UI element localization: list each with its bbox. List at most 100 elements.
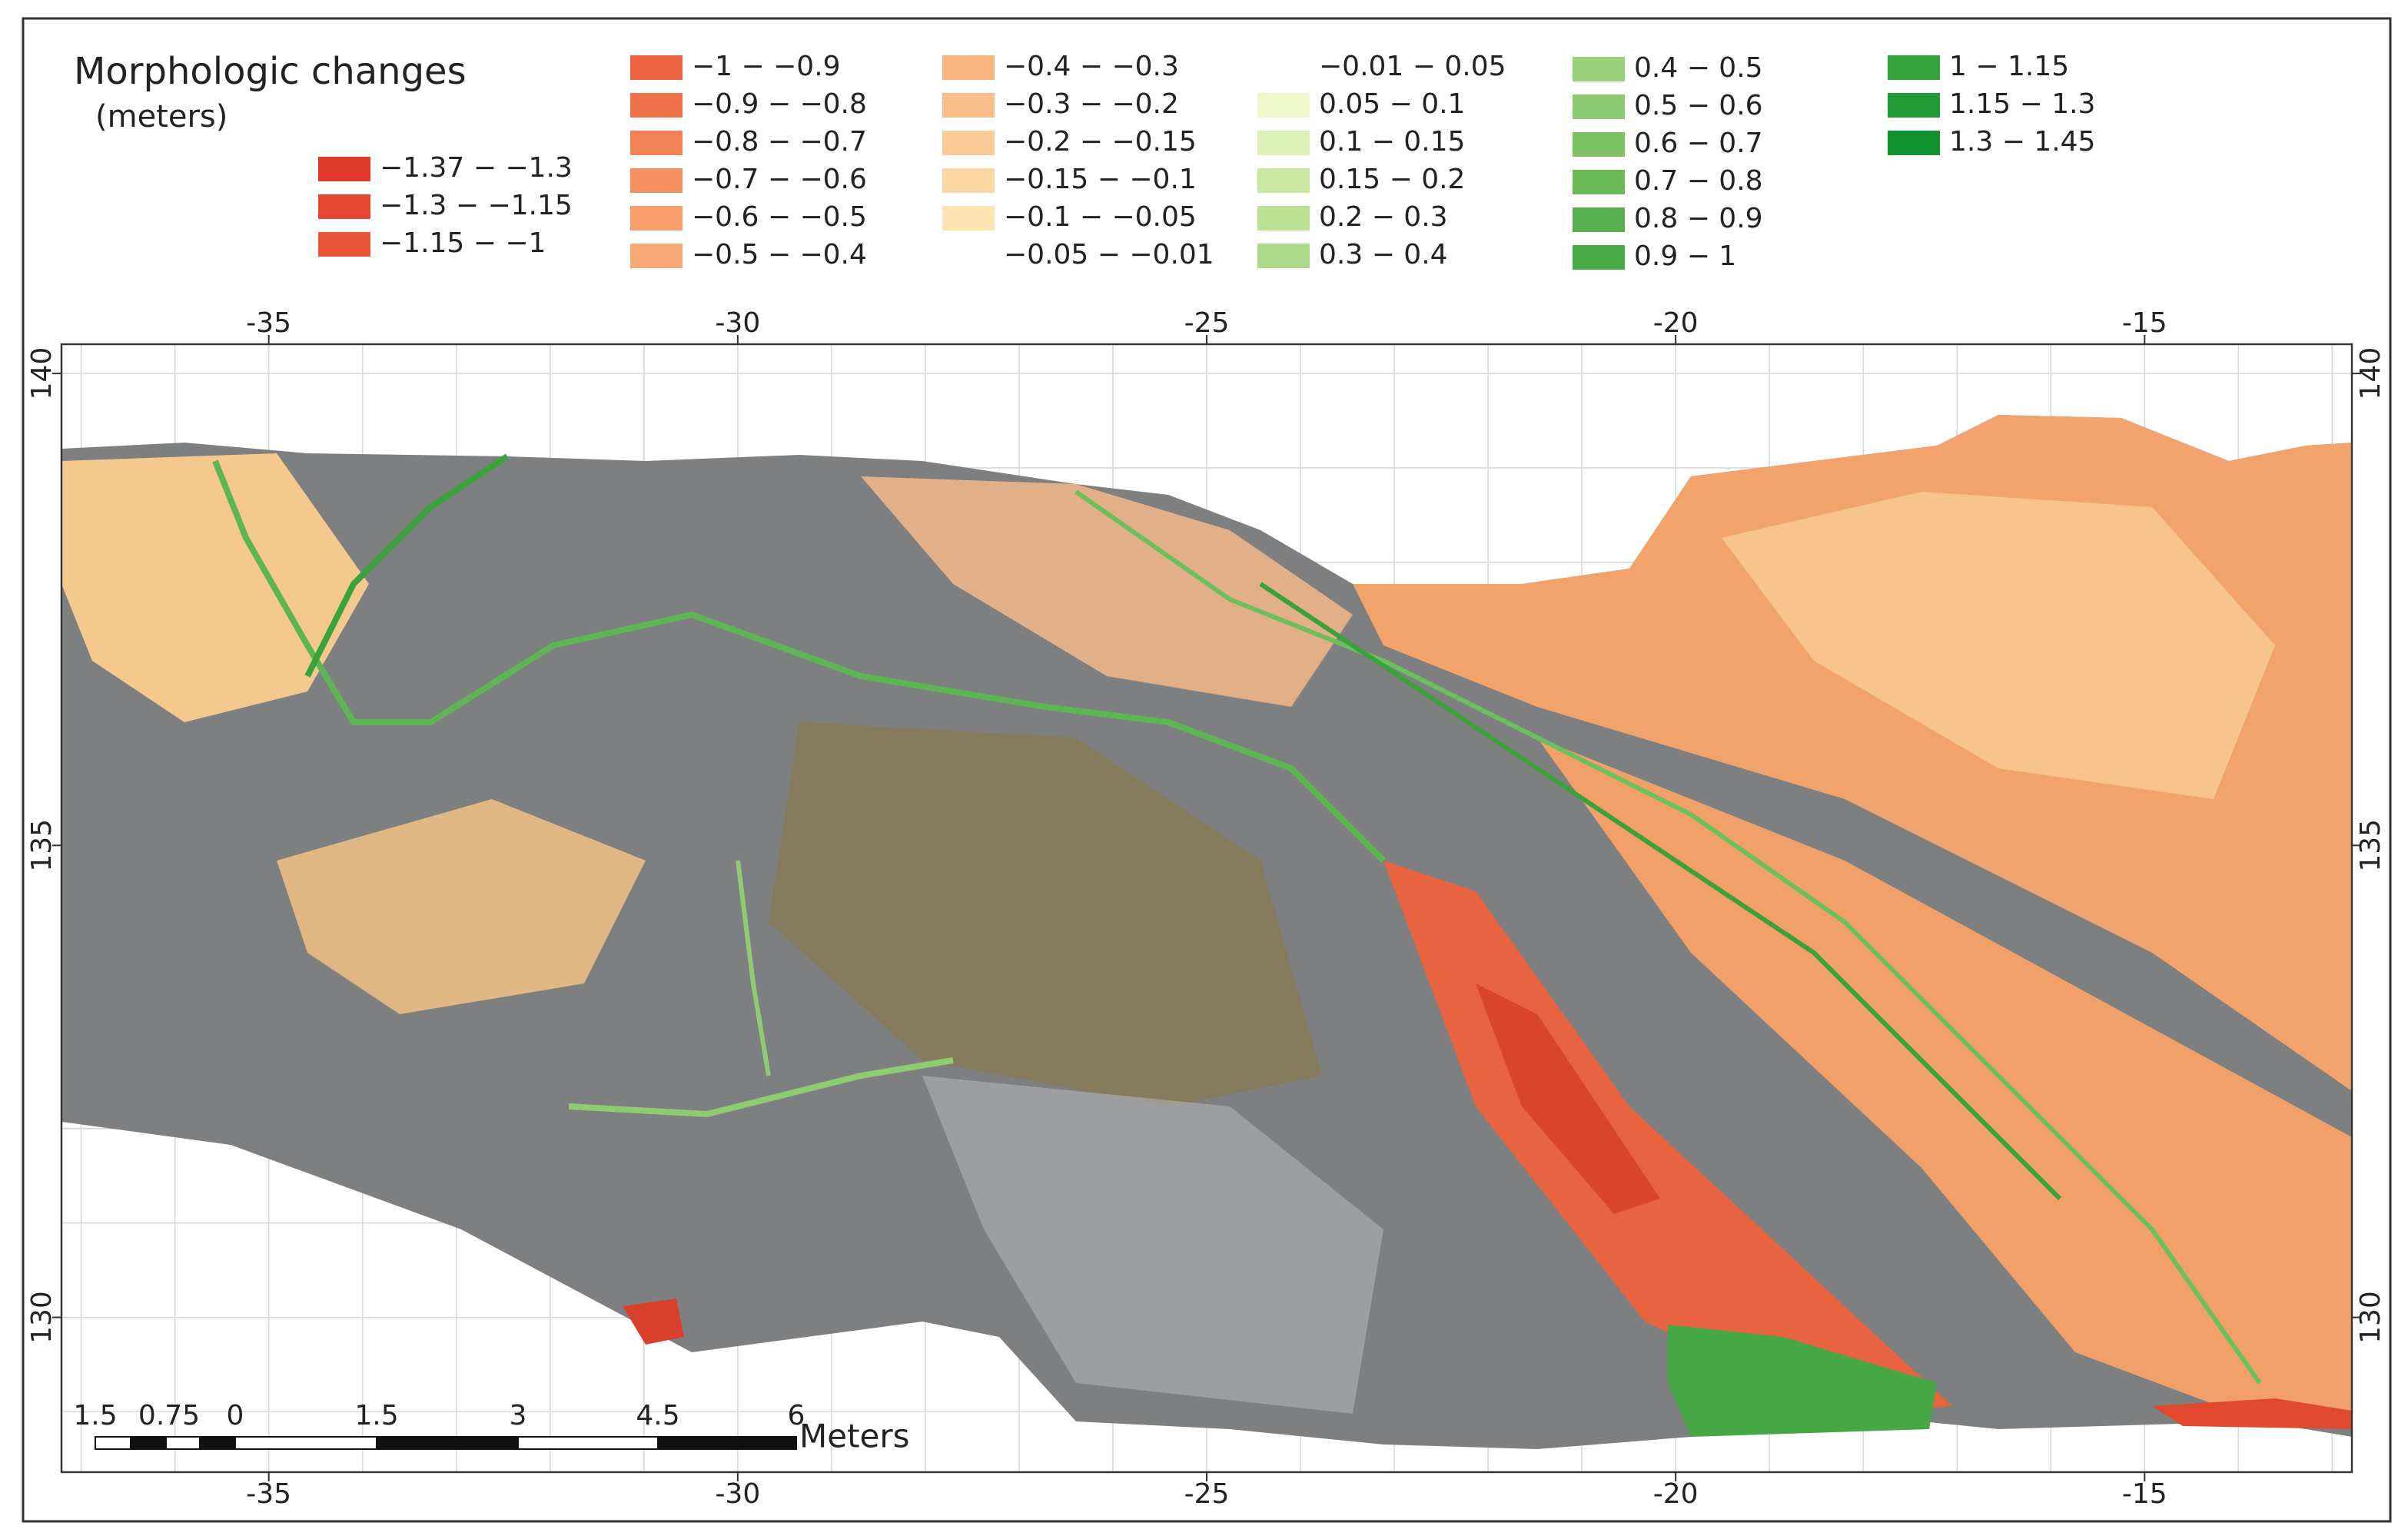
- tan-left2: [277, 799, 646, 1014]
- x-tick-label-top: -25: [1184, 307, 1230, 339]
- legend-label: −0.7 − −0.6: [692, 164, 867, 195]
- legend-label: −1.37 − −1.3: [380, 152, 573, 184]
- x-tick-label-bottom: -25: [1184, 1478, 1230, 1510]
- legend-swatch: [1257, 168, 1310, 193]
- legend-swatch: [1888, 93, 1940, 118]
- red-patch2: [2152, 1398, 2352, 1429]
- legend-swatch: [318, 157, 370, 181]
- tan-right: [1722, 492, 2275, 799]
- legend-label: 1 − 1.15: [1949, 51, 2069, 82]
- legend-swatch: [630, 244, 683, 268]
- legend-swatch: [942, 206, 995, 231]
- legend-label: −0.3 − −0.2: [1004, 88, 1179, 120]
- legend-swatch: [1257, 244, 1310, 268]
- legend-swatch: [630, 55, 683, 80]
- red-core: [1476, 983, 1660, 1214]
- legend-swatch: [1257, 93, 1310, 118]
- legend-label: −1 − −0.9: [692, 51, 841, 82]
- x-tick-label-top: -35: [246, 307, 291, 339]
- green-streak: [568, 1057, 954, 1118]
- y-tick-label-right: 130: [2355, 1291, 2386, 1344]
- rock-brown: [769, 722, 1322, 1106]
- scale-segment: [130, 1436, 167, 1450]
- legend-subtitle: (meters): [95, 99, 228, 134]
- legend-swatch: [630, 206, 683, 231]
- legend-swatch: [1573, 245, 1625, 270]
- rock-light: [922, 1076, 1383, 1414]
- scale-segment: [376, 1436, 519, 1450]
- legend-label: 0.9 − 1: [1634, 240, 1736, 272]
- legend-label: 0.15 − 0.2: [1319, 164, 1465, 195]
- y-tick-label-right: 140: [2355, 347, 2386, 400]
- legend-label: 0.5 − 0.6: [1634, 90, 1763, 121]
- scale-label: 1.5: [73, 1400, 117, 1431]
- legend-swatch: [942, 131, 995, 155]
- scale-segment: [234, 1436, 377, 1450]
- legend-swatch: [1573, 57, 1625, 81]
- scale-segment: [95, 1436, 131, 1450]
- y-tick-label-left: 135: [26, 819, 58, 872]
- legend-label: 0.1 − 0.15: [1319, 126, 1465, 158]
- scale-label: 4.5: [636, 1400, 679, 1431]
- legend-swatch: [1888, 55, 1940, 80]
- legend-label: −0.6 − −0.5: [692, 201, 867, 233]
- green-streak: [1259, 582, 2062, 1201]
- legend-label: −0.4 − −0.3: [1004, 51, 1179, 82]
- legend-swatch: [318, 232, 370, 257]
- terrain: [61, 415, 2352, 1449]
- legend-label: −0.01 − 0.05: [1319, 51, 1506, 82]
- legend-swatch: [942, 168, 995, 193]
- legend-label: −1.15 − −1: [380, 227, 546, 259]
- green-streak: [1074, 489, 2262, 1385]
- scale-segment: [165, 1436, 201, 1450]
- legend-label: 0.3 − 0.4: [1319, 239, 1448, 270]
- legend-title: Morphologic changes: [74, 50, 467, 93]
- legend-label: −0.1 − −0.05: [1004, 201, 1197, 233]
- x-tick-label-bottom: -30: [715, 1478, 760, 1510]
- legend-label: 0.7 − 0.8: [1634, 165, 1763, 197]
- scale-unit: Meters: [799, 1418, 910, 1455]
- legend-label: −0.5 − −0.4: [692, 239, 867, 270]
- scale-segment: [517, 1436, 659, 1450]
- scale-label: 0: [227, 1400, 244, 1431]
- scale-label: 3: [510, 1400, 527, 1431]
- legend-swatch: [1888, 131, 1940, 155]
- scale-label: 6: [788, 1400, 805, 1431]
- legend-swatch: [942, 55, 995, 80]
- y-tick-label-left: 130: [26, 1291, 58, 1344]
- legend-swatch: [318, 194, 370, 219]
- x-tick-label-bottom: -20: [1653, 1478, 1699, 1510]
- legend-label: −0.05 − −0.01: [1004, 239, 1214, 270]
- legend-label: 1.3 − 1.45: [1949, 126, 2095, 158]
- green-block: [1668, 1325, 1937, 1437]
- legend-swatch: [630, 131, 683, 155]
- legend-label: −1.3 − −1.15: [380, 190, 573, 221]
- green-streak: [212, 459, 1386, 863]
- legend-label: 0.4 − 0.5: [1634, 52, 1763, 84]
- legend-label: −0.2 − −0.15: [1004, 126, 1197, 158]
- legend-label: 1.15 − 1.3: [1949, 88, 2095, 120]
- x-tick-label-bottom: -15: [2122, 1478, 2167, 1510]
- scale-label: 0.75: [138, 1400, 200, 1431]
- legend-swatch: [1573, 95, 1625, 119]
- legend-label: 0.2 − 0.3: [1319, 201, 1448, 233]
- tan-left: [61, 453, 369, 722]
- x-tick-label-top: -30: [715, 307, 760, 339]
- y-tick-label-right: 135: [2355, 819, 2386, 872]
- legend-label: −0.9 − −0.8: [692, 88, 867, 120]
- legend-swatch: [1573, 207, 1625, 232]
- legend: −1.37 − −1.3 −1.3 − −1.15 −1.15 − −1 −1 − −…: [318, 51, 2095, 272]
- legend-swatch: [942, 93, 995, 118]
- legend-swatch: [1257, 206, 1310, 231]
- red-patch: [623, 1299, 684, 1345]
- green-streak: [736, 860, 771, 1076]
- legend-swatch: [1257, 131, 1310, 155]
- x-tick-label-bottom: -35: [246, 1478, 291, 1510]
- x-tick-label-top: -15: [2122, 307, 2167, 339]
- green-streak: [304, 453, 510, 678]
- y-tick-label-left: 140: [26, 347, 58, 400]
- legend-swatch: [1573, 170, 1625, 194]
- red-streak: [1383, 861, 1952, 1417]
